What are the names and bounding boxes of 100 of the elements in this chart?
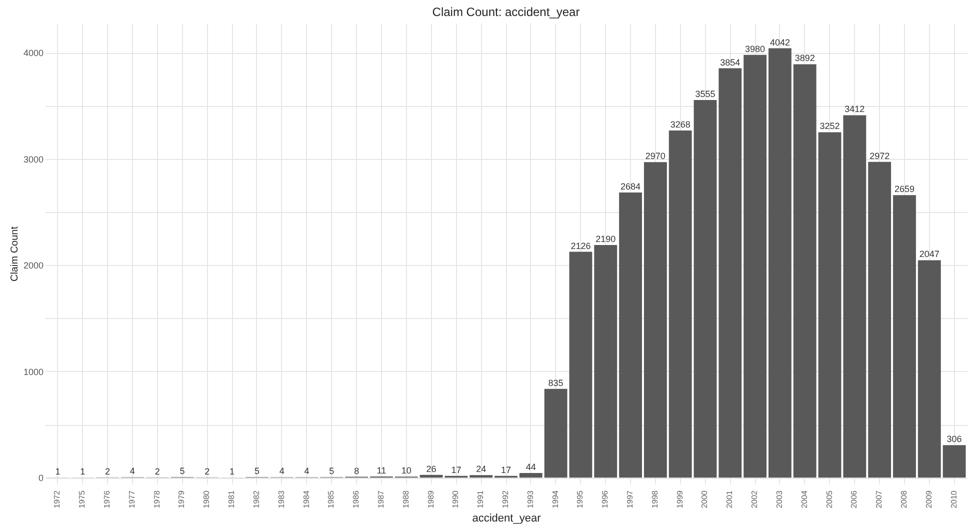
data-label: 3268 <box>670 119 690 130</box>
y-tick-label: 1000 <box>23 366 44 377</box>
bar <box>718 68 742 478</box>
x-tick-label: 2002 <box>750 490 760 508</box>
bar <box>793 64 816 478</box>
bar <box>569 252 592 478</box>
x-tick-label: 1990 <box>451 490 460 508</box>
x-tick-label: 2004 <box>800 490 809 508</box>
data-label: 2126 <box>570 240 591 251</box>
x-tick-label: 1972 <box>52 490 62 508</box>
data-label: 306 <box>946 434 962 444</box>
x-tick-label: 1979 <box>177 490 186 508</box>
bar <box>893 195 916 478</box>
x-tick-label: 1997 <box>626 490 635 508</box>
x-tick-label: 1994 <box>550 490 560 508</box>
x-tick-label: 1996 <box>600 490 610 508</box>
bar <box>744 54 767 478</box>
data-label: 4042 <box>770 37 790 48</box>
chart-title: Claim Count: accident_year <box>432 5 580 19</box>
x-tick-label: 1985 <box>326 490 336 508</box>
data-label: 3555 <box>695 89 716 100</box>
data-label: 2 <box>204 466 210 476</box>
x-tick-label: 1984 <box>302 490 311 508</box>
data-label: 4 <box>130 466 135 476</box>
bar <box>768 48 792 478</box>
x-tick-label: 2009 <box>924 490 934 508</box>
x-tick-label: 1982 <box>252 490 261 508</box>
bar <box>818 132 842 478</box>
x-tick-label: 1980 <box>202 490 212 508</box>
data-label: 5 <box>254 466 260 476</box>
bar <box>644 162 667 478</box>
x-tick-label: 1995 <box>576 490 585 508</box>
data-label: 2970 <box>645 151 666 162</box>
data-label: 2 <box>105 466 110 476</box>
x-tick-label: 1977 <box>127 490 136 508</box>
x-axis-title: accident_year <box>472 512 542 524</box>
bar <box>694 100 717 478</box>
data-label: 44 <box>526 462 536 472</box>
x-tick-label: 1998 <box>650 490 660 508</box>
bar <box>470 475 493 478</box>
x-tick-label: 1989 <box>426 490 436 508</box>
data-label: 2972 <box>870 150 890 161</box>
y-tick-label: 0 <box>38 473 44 484</box>
x-tick-label: 1991 <box>476 490 486 508</box>
y-tick-label: 4000 <box>23 48 44 58</box>
data-label: 4 <box>279 466 284 476</box>
data-label: 5 <box>329 466 334 476</box>
data-label: 10 <box>401 466 412 476</box>
y-axis-title: Claim Count <box>9 226 20 282</box>
data-label: 3892 <box>794 53 815 64</box>
bar <box>544 388 568 478</box>
bar <box>918 260 941 478</box>
x-tick-label: 1981 <box>227 490 236 508</box>
data-label: 11 <box>376 465 386 476</box>
bar <box>868 162 892 478</box>
bar <box>619 192 642 478</box>
x-tick-label: 1999 <box>675 490 684 508</box>
data-label: 2659 <box>894 184 915 194</box>
bar <box>668 130 692 478</box>
y-tick-label: 2000 <box>23 260 44 271</box>
x-tick-label: 1975 <box>78 490 87 508</box>
x-tick-label: 2003 <box>774 490 784 508</box>
x-tick-label: 1988 <box>401 490 410 508</box>
x-tick-label: 2007 <box>874 490 884 508</box>
data-label: 8 <box>354 466 360 476</box>
x-tick-label: 2000 <box>700 490 710 508</box>
data-label: 835 <box>548 378 564 388</box>
data-label: 1 <box>55 466 60 477</box>
x-tick-label: 1992 <box>501 490 510 508</box>
bar <box>942 445 966 478</box>
x-tick-label: 2006 <box>850 490 859 508</box>
data-label: 5 <box>180 466 185 476</box>
x-tick-label: 2008 <box>899 490 908 508</box>
data-label: 17 <box>500 464 512 475</box>
data-label: 26 <box>426 464 436 474</box>
data-label: 2 <box>154 466 160 476</box>
x-tick-label: 2001 <box>725 490 734 508</box>
data-label: 1 <box>230 466 235 477</box>
data-label: 2190 <box>596 234 616 244</box>
bar <box>519 472 542 478</box>
data-label: 24 <box>476 464 486 474</box>
x-tick-label: 2010 <box>949 490 958 508</box>
bar <box>594 245 618 478</box>
data-label: 3412 <box>844 104 865 114</box>
x-tick-label: 1976 <box>102 490 112 508</box>
data-label: 4 <box>304 466 310 476</box>
data-label: 17 <box>451 464 462 475</box>
data-label: 3854 <box>720 57 740 68</box>
y-tick-label: 3000 <box>23 154 44 164</box>
x-tick-label: 2005 <box>824 490 834 508</box>
data-label: 2047 <box>919 249 940 260</box>
x-tick-label: 1987 <box>376 490 386 508</box>
x-tick-label: 1986 <box>352 490 361 508</box>
data-label: 1 <box>80 466 86 477</box>
x-tick-label: 1993 <box>526 490 535 508</box>
x-tick-label: 1978 <box>152 490 162 508</box>
bar <box>843 115 866 478</box>
data-label: 2684 <box>620 182 641 192</box>
x-tick-label: 1983 <box>276 490 286 508</box>
data-label: 3252 <box>820 121 840 132</box>
